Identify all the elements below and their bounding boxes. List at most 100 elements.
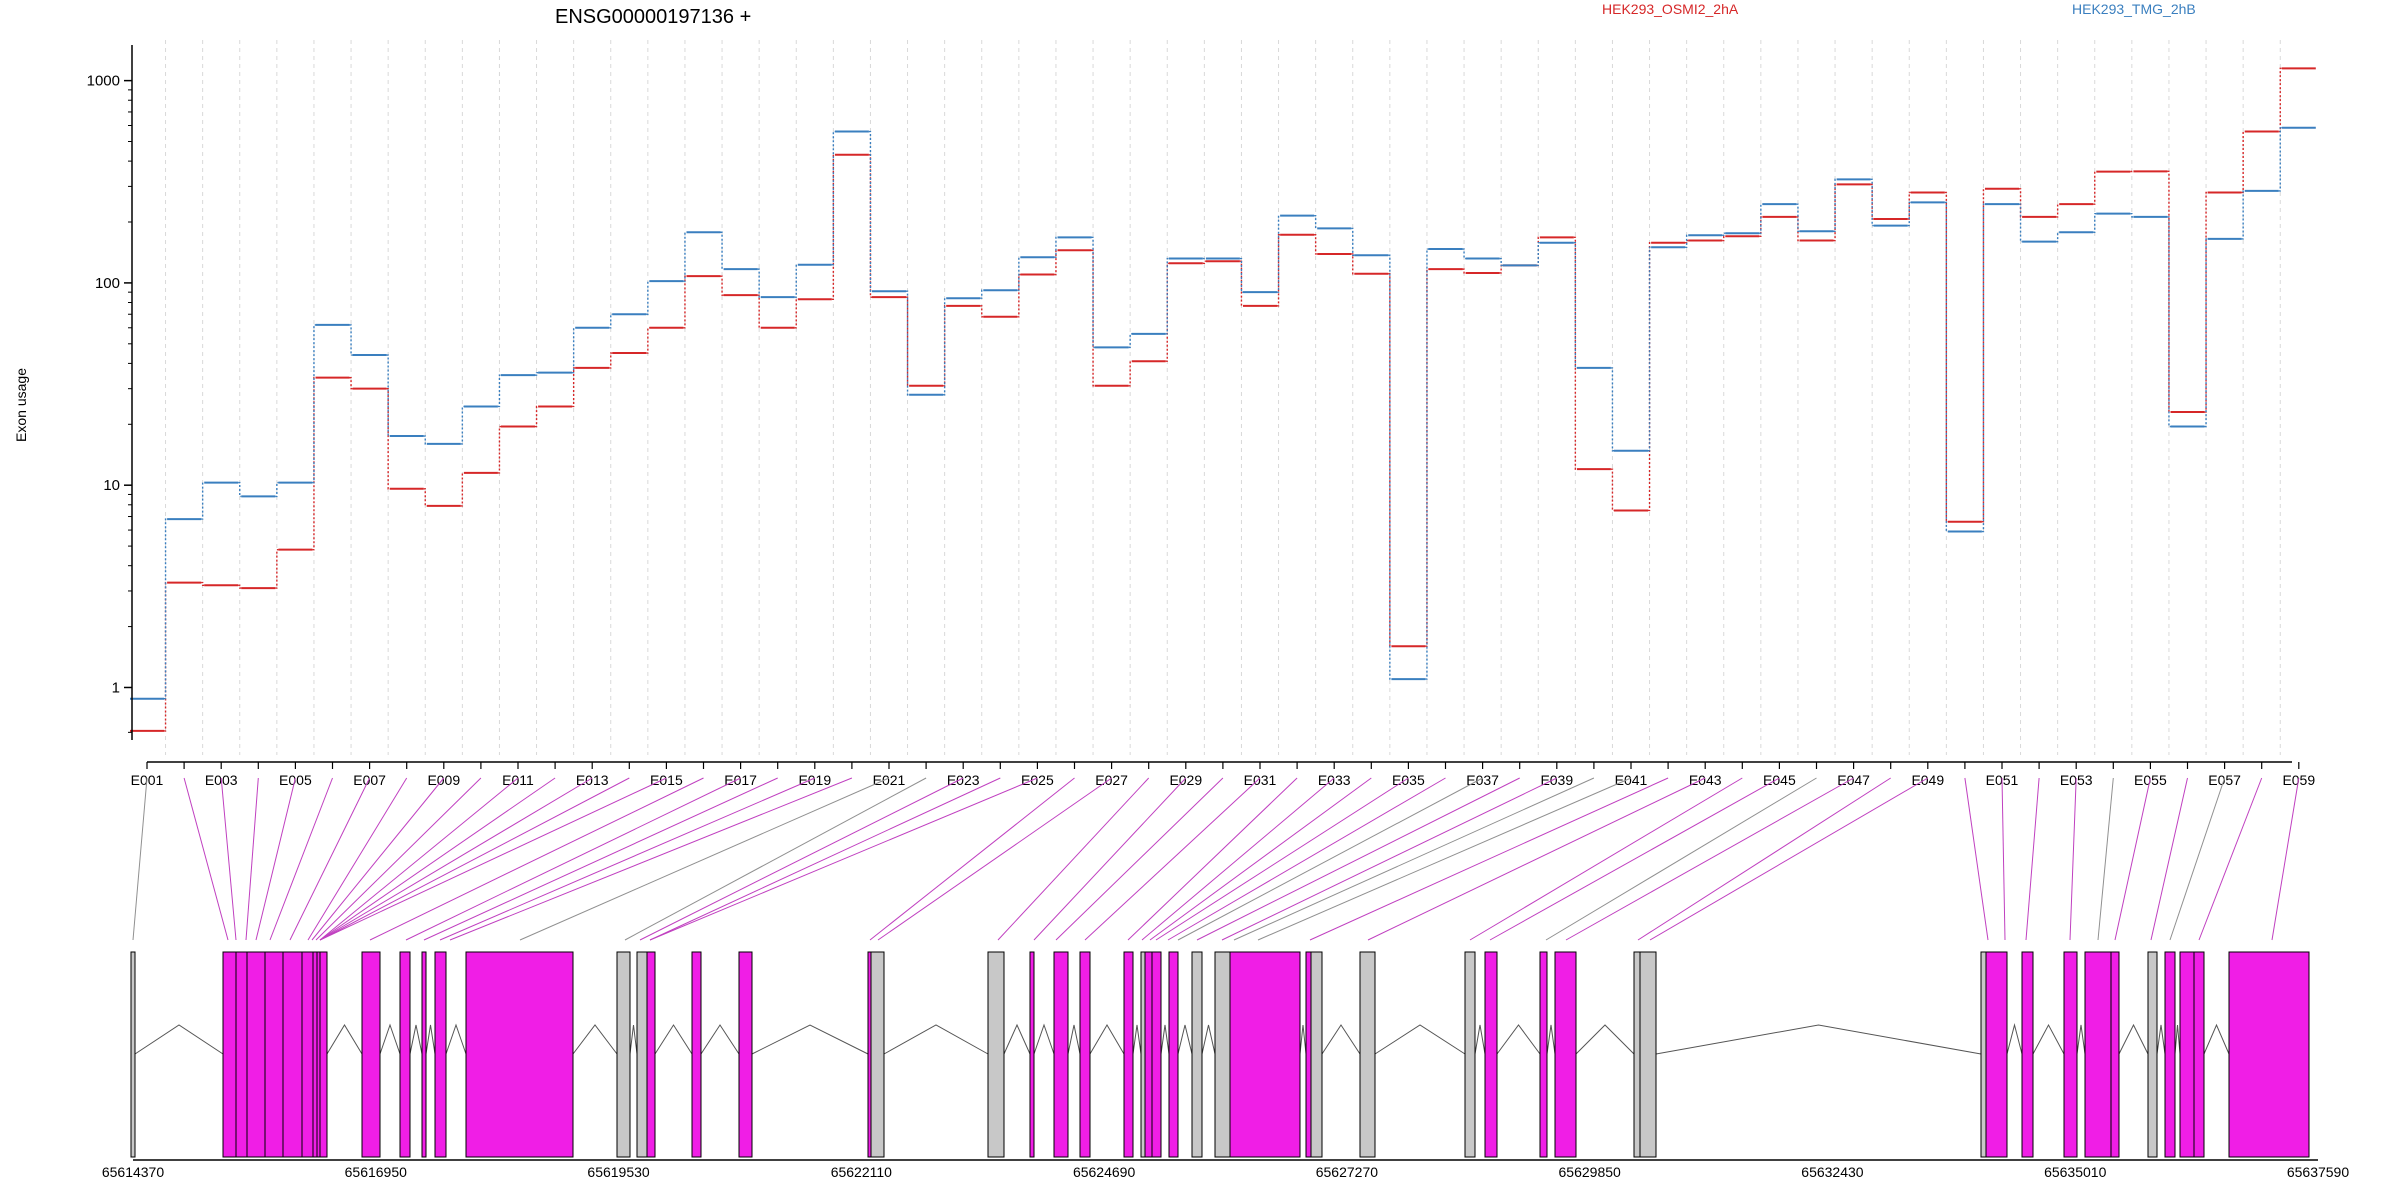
- intron-line: [1299, 1024, 1307, 1055]
- x-tick-label: E029: [1169, 772, 1202, 788]
- series-lines: [130, 67, 2316, 732]
- series-connector: [2278, 127, 2282, 192]
- exon-link-line: [311, 777, 445, 941]
- exon-block: [870, 951, 885, 1158]
- series-connector: [1610, 468, 1614, 512]
- exon-link-line: [449, 777, 853, 941]
- exon-block: [2193, 951, 2205, 1158]
- exon-link-line: [132, 777, 148, 941]
- intron-line: [1474, 1024, 1486, 1055]
- series-connector: [1722, 232, 1726, 236]
- series-connector: [1648, 246, 1652, 452]
- series-connector: [646, 327, 650, 354]
- series-connector: [201, 481, 205, 520]
- intron-line: [2156, 1024, 2166, 1055]
- series-connector: [238, 584, 242, 589]
- genomic-tick-label: 65616950: [345, 1164, 408, 1180]
- exon-link-line: [1469, 777, 1743, 941]
- exon-block: [1140, 951, 1146, 1158]
- series-connector: [1944, 201, 1948, 533]
- series-connector: [275, 481, 279, 498]
- series-connector: [460, 405, 464, 445]
- series-connector: [1165, 262, 1169, 362]
- exon-link-line: [1196, 777, 1520, 941]
- series-connector: [868, 130, 872, 292]
- exon-block: [1985, 951, 2008, 1158]
- series-connector: [275, 548, 279, 589]
- intron-line: [2076, 1024, 2086, 1055]
- series-connector: [868, 154, 872, 298]
- exon-block: [1229, 951, 1301, 1158]
- series-connector: [1907, 191, 1911, 220]
- series-connector: [757, 294, 761, 329]
- intron-line: [379, 1023, 401, 1055]
- x-tick-label: E005: [279, 772, 312, 788]
- series-connector: [1981, 203, 1985, 533]
- series-connector: [238, 481, 242, 498]
- x-tick-label: E015: [650, 772, 683, 788]
- intron-line: [2032, 1023, 2065, 1055]
- exon-link-line: [307, 777, 408, 941]
- exon-block: [1484, 951, 1498, 1158]
- series-connector: [2204, 191, 2208, 413]
- series-connector: [2093, 212, 2097, 233]
- exon-link-line: [1489, 777, 1780, 941]
- x-tick-label: E019: [798, 772, 831, 788]
- series-connector: [1128, 333, 1132, 349]
- exon-link-line: [319, 777, 593, 941]
- exon-link-line: [1309, 777, 1669, 941]
- series-connector: [349, 376, 353, 390]
- series-connector: [1462, 248, 1466, 260]
- x-tick-label: E041: [1615, 772, 1648, 788]
- x-tick-label: E045: [1763, 772, 1796, 788]
- series-connector: [1165, 257, 1169, 335]
- series-connector: [1759, 216, 1763, 237]
- series-connector: [2019, 188, 2023, 218]
- exon-block: [2110, 951, 2120, 1158]
- x-tick-label: E057: [2208, 772, 2241, 788]
- series-connector: [683, 275, 687, 329]
- series-connector: [757, 268, 761, 298]
- intron-line: [1496, 1024, 1541, 1055]
- series-connector: [1685, 234, 1689, 248]
- x-tick-label: E055: [2134, 772, 2167, 788]
- exon-block: [246, 951, 266, 1158]
- exon-link-line: [405, 777, 741, 941]
- series-connector: [609, 352, 613, 369]
- x-tick-label: E033: [1318, 772, 1351, 788]
- exon-link-line: [1233, 777, 1595, 941]
- series-connector: [2019, 203, 2023, 243]
- series-connector: [831, 130, 835, 266]
- exon-block: [264, 951, 284, 1158]
- y-tick-label: 10: [103, 477, 120, 494]
- series-connector: [1685, 239, 1689, 244]
- exon-link-line: [423, 777, 778, 941]
- genomic-tick-label: 65632430: [1801, 1164, 1864, 1180]
- exon-link-line: [289, 777, 371, 941]
- series-connector: [1314, 234, 1318, 255]
- exon-link-line: [1149, 777, 1372, 941]
- series-connector: [1610, 367, 1614, 452]
- exon-link-line: [1155, 777, 1409, 941]
- intron-line: [134, 1024, 224, 1055]
- intron-line: [425, 1024, 436, 1055]
- series-connector: [497, 374, 501, 408]
- intron-line: [1201, 1024, 1216, 1055]
- series-connector: [980, 289, 984, 299]
- series-connector: [1462, 268, 1466, 274]
- exon-link-line: [2271, 777, 2300, 941]
- exon-link-line: [2150, 777, 2188, 941]
- exon-link-line: [369, 777, 704, 941]
- series-connector: [423, 488, 427, 507]
- exon-link-line: [245, 777, 259, 941]
- series-connector: [831, 154, 835, 300]
- gene-model: 65614370 65616950 65619530 65622110 65624690…: [102, 951, 2349, 1180]
- series-connector: [2093, 170, 2097, 205]
- intron-line: [629, 1024, 638, 1055]
- exon-block: [1168, 951, 1179, 1158]
- legend-entry-osmi2: HEK293_OSMI2_2hA: [1602, 1, 1739, 17]
- exon-block: [2228, 951, 2310, 1158]
- exon-link-line: [2198, 777, 2263, 941]
- series-connector: [1202, 260, 1206, 265]
